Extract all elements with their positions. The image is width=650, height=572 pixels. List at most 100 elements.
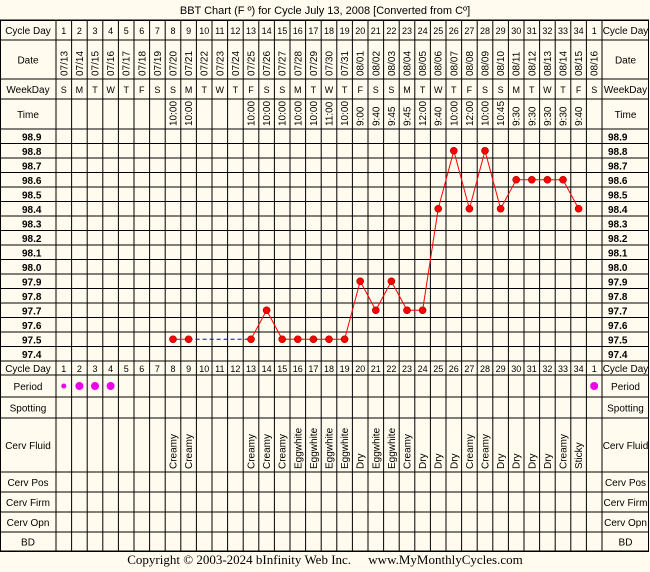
row-label-cerv-pos: Cerv Pos <box>7 478 48 489</box>
cycle-day-label: 2 <box>77 26 82 36</box>
row-label-cycle-day: Cycle Day <box>5 364 51 375</box>
date-label: 08/08 <box>465 51 476 76</box>
cycle-day-label: 22 <box>386 364 396 374</box>
weekday-label: S <box>373 85 379 95</box>
time-label: 9:30 <box>559 106 570 126</box>
weekday-label: S <box>170 85 176 95</box>
period-dot <box>91 382 99 390</box>
row-label-cerv-fluid: Cerv Fluid <box>5 441 51 452</box>
temp-point <box>262 306 271 315</box>
temp-line-segment <box>453 150 470 209</box>
temp-point <box>481 146 489 155</box>
temp-line-segment <box>437 150 455 209</box>
temp-point <box>278 335 287 344</box>
time-label: 10:00 <box>309 101 320 126</box>
chart-title: BBT Chart (F º) for Cycle July 13, 2008 … <box>180 5 470 17</box>
period-dot <box>590 382 599 390</box>
date-label: 07/27 <box>278 51 289 76</box>
time-label: 10:00 <box>278 101 289 126</box>
cerv-fluid-label: Creamy <box>169 434 180 469</box>
date-label: 08/12 <box>527 51 538 76</box>
time-label: 9:30 <box>527 106 538 126</box>
row-label-period: Period <box>14 382 43 393</box>
cerv-fluid-label: Eggwhite <box>340 427 351 469</box>
period-dot <box>75 382 84 390</box>
row-label-date: Date <box>17 56 39 67</box>
time-label: 10:45 <box>496 101 507 126</box>
time-label: 11:00 <box>325 101 336 126</box>
time-label: 9:30 <box>512 106 523 126</box>
cycle-day-label: 8 <box>170 364 175 374</box>
date-label: 07/18 <box>137 51 148 76</box>
temp-point <box>247 335 255 344</box>
cerv-fluid-label: Creamy <box>184 434 195 469</box>
temp-point <box>559 175 567 184</box>
temp-point <box>371 306 380 315</box>
temp-point <box>184 335 193 344</box>
weekday-label: M <box>403 85 411 95</box>
cycle-day-label: 3 <box>92 364 97 374</box>
cycle-day-label: 29 <box>496 364 506 374</box>
weekday-label: F <box>139 85 145 95</box>
row-label-right-cycle-day: Cycle Day <box>603 364 649 375</box>
temp-line-segment <box>562 179 580 209</box>
temp-point <box>449 146 458 155</box>
weekday-label: W <box>434 85 443 95</box>
cycle-day-label: 11 <box>215 26 224 36</box>
date-label: 07/15 <box>91 51 102 76</box>
cycle-day-label: 11 <box>215 364 224 374</box>
cycle-day-label: 30 <box>511 364 521 374</box>
cycle-day-label: 8 <box>170 26 175 36</box>
y-tick-label-right: 97.7 <box>608 306 628 317</box>
cycle-day-label: 25 <box>433 364 443 374</box>
weekday-label: T <box>451 85 457 95</box>
cycle-day-label: 27 <box>464 364 474 374</box>
website-link[interactable]: www.MyMonthlyCycles.com <box>368 552 523 567</box>
cycle-day-label: 33 <box>558 364 568 374</box>
date-label: 07/22 <box>200 51 211 76</box>
cycle-day-label: 15 <box>277 26 287 36</box>
date-label: 08/13 <box>543 51 554 76</box>
cycle-day-label: 29 <box>496 26 506 36</box>
cycle-day-label: 20 <box>355 26 365 36</box>
weekday-label: F <box>357 85 363 95</box>
y-tick-label-left: 98.1 <box>22 248 42 259</box>
row-label-right-cerv-fluid: Cerv Fluid <box>603 441 649 452</box>
temp-point <box>465 204 474 213</box>
row-label-right-cerv-opn: Cerv Opn <box>604 518 647 529</box>
cycle-day-label: 10 <box>199 26 209 36</box>
cerv-fluid-label: Eggwhite <box>325 427 336 469</box>
y-tick-label-right: 98.4 <box>608 205 628 216</box>
y-tick-label-left: 98.9 <box>22 132 42 143</box>
row-label-right-date: Date <box>615 56 637 67</box>
date-label: 08/10 <box>496 51 507 76</box>
y-tick-label-left: 98.6 <box>22 176 42 187</box>
y-tick-label-left: 98.4 <box>22 205 42 216</box>
row-label-time: Time <box>17 110 39 121</box>
date-label: 07/28 <box>293 51 304 76</box>
y-tick-label-left: 97.4 <box>22 350 42 361</box>
time-label: 10:00 <box>262 101 273 126</box>
row-label-right-bd: BD <box>619 538 633 549</box>
y-tick-label-right: 97.6 <box>608 321 628 332</box>
time-label: 9:45 <box>387 106 398 126</box>
row-label-weekday: WeekDay <box>6 85 49 96</box>
time-label: 10:00 <box>293 101 304 126</box>
y-tick-label-left: 97.7 <box>22 306 42 317</box>
cerv-fluid-label: Dry <box>434 453 445 469</box>
row-label-right-cycle-day: Cycle Day <box>603 26 649 37</box>
cycle-day-label: 9 <box>186 26 191 36</box>
temp-point <box>496 204 505 213</box>
cerv-fluid-label: Dry <box>527 453 538 469</box>
temp-point <box>309 335 318 344</box>
cerv-fluid-label: Creamy <box>465 434 476 469</box>
cycle-day-label: 18 <box>324 364 334 374</box>
time-label: 9:00 <box>356 106 367 126</box>
cycle-day-label: 6 <box>139 364 144 374</box>
date-label: 07/17 <box>122 51 133 76</box>
time-label: 9:40 <box>434 106 445 126</box>
cycle-day-label: 33 <box>558 26 568 36</box>
weekday-label: T <box>420 85 426 95</box>
cycle-day-label: 2 <box>77 364 82 374</box>
date-label: 08/06 <box>434 51 445 76</box>
